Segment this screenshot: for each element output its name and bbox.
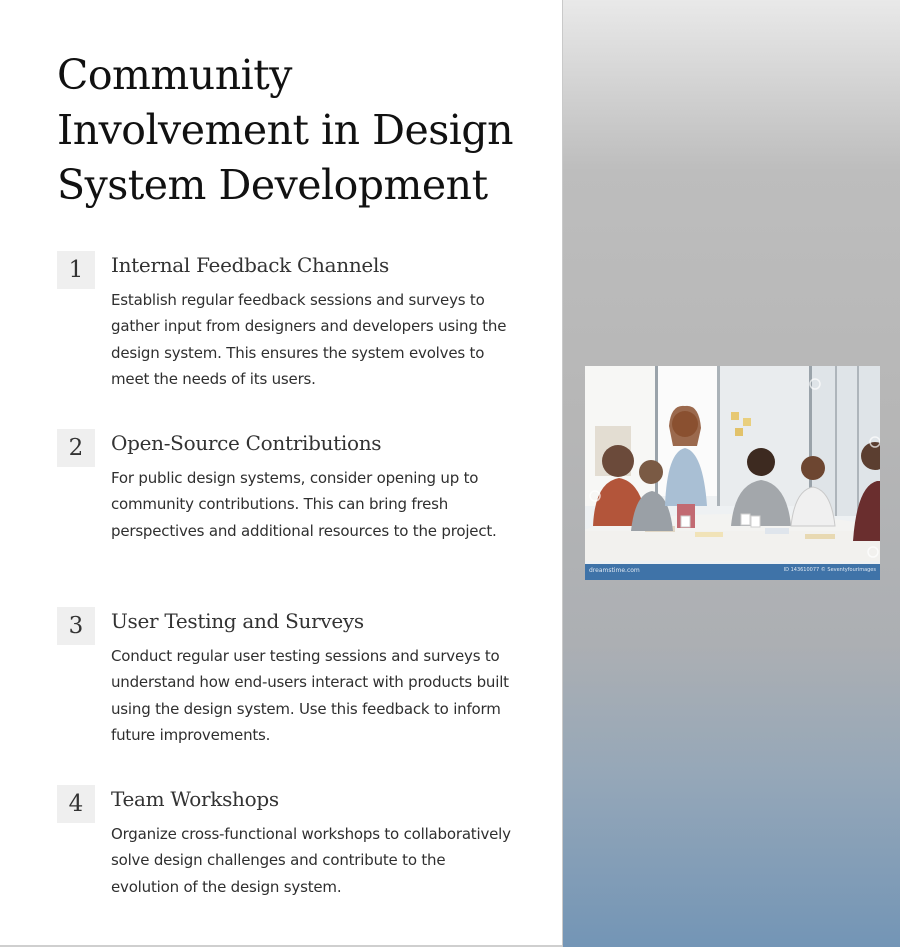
step-number-badge: 2 — [57, 429, 95, 467]
step-description: Organize cross-functional workshops to c… — [111, 825, 511, 896]
step-description: Establish regular feedback sessions and … — [111, 291, 507, 388]
step-title: Team Workshops — [111, 787, 279, 811]
step-number-badge: 3 — [57, 607, 95, 645]
bottom-divider — [0, 945, 562, 947]
step-number-badge: 1 — [57, 251, 95, 289]
content-panel: Community Involvement in Design System D… — [0, 51, 562, 947]
image-panel: dreamstime.com ID 143610077 © Seventyfou… — [562, 0, 900, 947]
step-title: Open-Source Contributions — [111, 431, 382, 455]
team-meeting-photo: dreamstime.com ID 143610077 © Seventyfou… — [585, 366, 880, 580]
watermark-left: dreamstime.com — [589, 567, 640, 574]
page-title: Community Involvement in Design System D… — [57, 51, 514, 209]
step-description: Conduct regular user testing sessions an… — [111, 647, 509, 744]
step-description: For public design systems, consider open… — [111, 469, 497, 540]
step-number-badge: 4 — [57, 785, 95, 823]
watermark-right: ID 143610077 © Seventyfourimages — [783, 567, 876, 573]
step-title: User Testing and Surveys — [111, 609, 364, 633]
step-title: Internal Feedback Channels — [111, 253, 390, 277]
